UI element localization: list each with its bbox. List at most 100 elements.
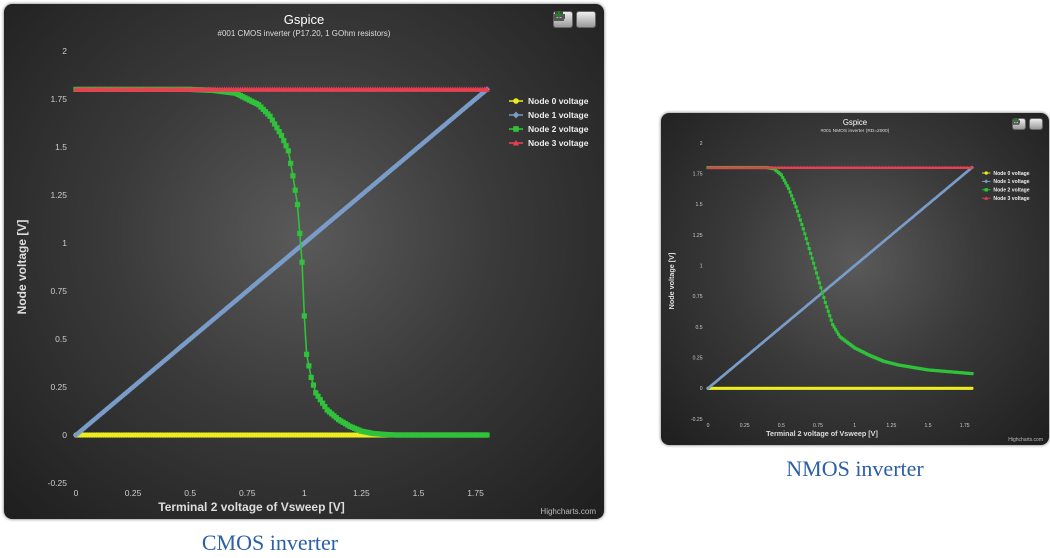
data-point[interactable] xyxy=(442,120,450,128)
data-point[interactable] xyxy=(84,422,91,429)
data-point[interactable] xyxy=(139,376,146,383)
data-point[interactable] xyxy=(484,432,490,438)
data-point[interactable] xyxy=(470,97,477,105)
data-point[interactable] xyxy=(129,383,137,391)
data-point[interactable] xyxy=(148,368,155,375)
data-point[interactable] xyxy=(719,375,724,380)
data-point[interactable] xyxy=(86,420,93,427)
data-point[interactable] xyxy=(893,229,898,234)
data-point[interactable] xyxy=(362,188,370,195)
data-point[interactable] xyxy=(874,245,879,250)
data-point[interactable] xyxy=(961,173,966,177)
data-point[interactable] xyxy=(826,309,830,313)
data-point[interactable] xyxy=(794,205,798,209)
data-point[interactable] xyxy=(315,393,321,399)
data-point[interactable] xyxy=(970,386,974,390)
data-point[interactable] xyxy=(823,300,827,305)
data-point[interactable] xyxy=(207,318,214,325)
data-point[interactable] xyxy=(288,160,294,166)
data-point[interactable] xyxy=(820,291,824,295)
data-point[interactable] xyxy=(810,299,815,304)
export-icon[interactable] xyxy=(1012,118,1043,130)
data-point[interactable] xyxy=(333,213,340,220)
legend-marker[interactable] xyxy=(984,196,989,200)
data-point[interactable] xyxy=(310,382,317,388)
data-point[interactable] xyxy=(290,173,296,179)
data-point[interactable] xyxy=(939,191,944,196)
data-point[interactable] xyxy=(761,339,766,344)
data-point[interactable] xyxy=(800,222,804,227)
data-point[interactable] xyxy=(785,184,789,188)
data-point[interactable] xyxy=(477,92,484,99)
data-point[interactable] xyxy=(849,266,854,270)
data-point[interactable] xyxy=(342,205,349,212)
data-point[interactable] xyxy=(306,363,312,369)
legend-item[interactable]: Node 0 voltage xyxy=(528,96,589,106)
data-point[interactable] xyxy=(964,170,969,175)
data-point[interactable] xyxy=(322,403,328,410)
data-point[interactable] xyxy=(794,312,798,317)
data-point[interactable] xyxy=(109,401,116,408)
data-point[interactable] xyxy=(456,109,463,116)
data-point[interactable] xyxy=(305,236,313,243)
data-point[interactable] xyxy=(813,266,817,270)
data-point[interactable] xyxy=(828,314,832,318)
data-point[interactable] xyxy=(164,355,171,362)
legend-item[interactable]: Node 3 voltage xyxy=(993,196,1029,202)
data-point[interactable] xyxy=(782,178,786,182)
data-point[interactable] xyxy=(104,405,112,412)
data-point[interactable] xyxy=(433,128,440,135)
data-point[interactable] xyxy=(940,190,945,194)
data-point[interactable] xyxy=(91,416,98,423)
data-point[interactable] xyxy=(159,358,166,366)
data-point[interactable] xyxy=(812,261,816,265)
data-point[interactable] xyxy=(326,218,333,225)
data-point[interactable] xyxy=(739,358,744,362)
data-point[interactable] xyxy=(951,181,955,186)
data-point[interactable] xyxy=(283,143,289,149)
data-point[interactable] xyxy=(895,228,900,232)
data-point[interactable] xyxy=(116,395,123,402)
data-point[interactable] xyxy=(788,190,792,194)
data-point[interactable] xyxy=(410,147,418,154)
data-point[interactable] xyxy=(301,313,307,319)
data-point[interactable] xyxy=(785,320,790,324)
data-point[interactable] xyxy=(790,194,794,198)
data-point[interactable] xyxy=(237,293,244,300)
data-point[interactable] xyxy=(924,203,929,208)
data-point[interactable] xyxy=(914,212,919,217)
data-point[interactable] xyxy=(313,390,319,396)
data-point[interactable] xyxy=(962,171,967,176)
data-point[interactable] xyxy=(228,301,235,308)
data-point[interactable] xyxy=(344,203,351,210)
data-point[interactable] xyxy=(801,227,805,231)
data-point[interactable] xyxy=(904,220,908,225)
data-point[interactable] xyxy=(783,321,788,326)
data-point[interactable] xyxy=(876,244,881,248)
data-point[interactable] xyxy=(308,234,315,241)
data-point[interactable] xyxy=(262,272,269,279)
data-point[interactable] xyxy=(269,117,275,123)
legend-item[interactable]: Node 1 voltage xyxy=(528,110,589,120)
data-point[interactable] xyxy=(920,207,925,212)
chart-credit[interactable]: Highcharts.com xyxy=(540,507,596,516)
data-point[interactable] xyxy=(484,86,490,92)
data-point[interactable] xyxy=(945,186,949,191)
export-icon[interactable] xyxy=(554,11,596,28)
legend-item[interactable]: Node 2 voltage xyxy=(993,188,1029,194)
legend-item[interactable]: Node 1 voltage xyxy=(993,179,1029,185)
data-point[interactable] xyxy=(816,276,820,280)
data-point[interactable] xyxy=(376,176,383,183)
data-point[interactable] xyxy=(184,337,192,345)
data-point[interactable] xyxy=(898,225,903,230)
data-point[interactable] xyxy=(447,117,454,124)
legend-marker[interactable] xyxy=(513,126,519,132)
data-point[interactable] xyxy=(779,173,783,177)
data-point[interactable] xyxy=(278,132,285,139)
data-point[interactable] xyxy=(203,322,210,329)
data-point[interactable] xyxy=(806,242,810,246)
data-point[interactable] xyxy=(923,204,927,209)
data-point[interactable] xyxy=(113,397,121,404)
data-point[interactable] xyxy=(832,280,837,285)
data-point[interactable] xyxy=(788,317,793,322)
